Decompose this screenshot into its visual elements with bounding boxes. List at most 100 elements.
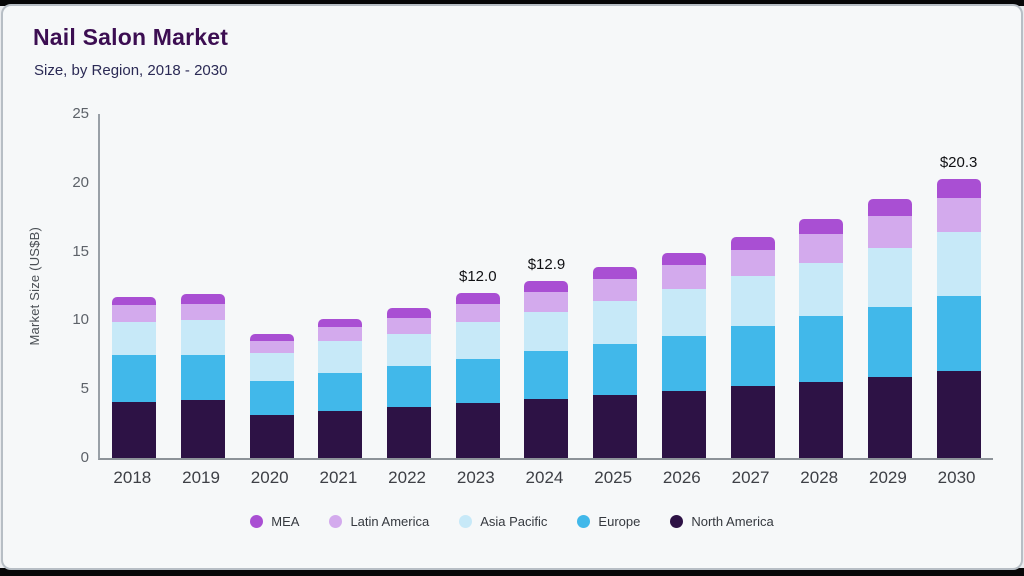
bar-group-2028	[787, 114, 856, 458]
chart-title: Nail Salon Market	[33, 24, 229, 50]
europe-segment	[387, 365, 432, 408]
x-axis-label: 2027	[731, 468, 770, 487]
latin-america-segment	[799, 233, 844, 263]
stacked-bar-2027	[730, 236, 775, 458]
stacked-bar-2030	[936, 178, 981, 458]
mea-segment	[181, 294, 226, 304]
north-america-segment	[593, 394, 638, 458]
latin-america-segment	[318, 327, 363, 342]
stacked-bar-2026	[661, 253, 706, 458]
asia-pacific-segment	[181, 320, 226, 355]
x-axis-label: 2030	[937, 468, 976, 487]
chart-card: Nail Salon Market Size, by Region, 2018 …	[1, 4, 1023, 570]
latin-america-segment	[730, 250, 775, 277]
asia-pacific-segment	[799, 262, 844, 317]
legend-label: Europe	[598, 514, 641, 529]
legend-item-asia-pacific: Asia Pacific	[459, 514, 547, 529]
asia-pacific-segment	[112, 321, 157, 355]
europe-segment	[181, 354, 226, 401]
legend-label: North America	[691, 514, 774, 529]
north-america-segment	[181, 400, 226, 458]
north-america-segment	[661, 390, 706, 458]
asia-pacific-segment	[593, 301, 638, 344]
mea-segment	[112, 297, 157, 306]
legend-item-europe: Europe	[577, 514, 640, 529]
asia-pacific-segment	[387, 334, 432, 366]
europe-segment	[799, 316, 844, 383]
legend-label: MEA	[271, 514, 300, 529]
north-america-segment	[455, 402, 500, 458]
x-axis-label: 2018	[113, 468, 152, 487]
legend-item-north-america: North America	[670, 514, 774, 529]
plot-area: $12.0 $12.9 $20.3	[98, 114, 993, 460]
x-axis-label: 2020	[250, 468, 289, 487]
x-axis-label: 2024	[525, 468, 564, 487]
mea-segment	[936, 178, 981, 198]
mea-segment	[730, 236, 775, 251]
europe-segment	[318, 372, 363, 412]
stacked-bar-2019	[181, 294, 226, 458]
bar-group-2019	[169, 114, 238, 458]
bar-group-2024: $12.9	[512, 114, 581, 458]
x-axis-label: 2029	[868, 468, 907, 487]
europe-segment	[593, 343, 638, 395]
window-edge-top	[0, 0, 1024, 6]
y-axis-tick-label: 20	[72, 173, 89, 191]
mea-segment	[455, 292, 500, 304]
stacked-bar-2028	[799, 218, 844, 458]
y-axis-tick-label: 5	[80, 380, 89, 398]
chart-legend: MEA Latin America Asia Pacific Europe North …	[3, 514, 1021, 529]
mea-segment	[661, 253, 706, 266]
europe-segment	[524, 350, 569, 399]
x-axis-label: 2021	[319, 468, 358, 487]
europe-segment	[455, 358, 500, 403]
asia-pacific-segment	[318, 341, 363, 373]
north-america-segment	[524, 398, 569, 458]
north-america-segment	[867, 376, 912, 458]
x-axis-label: 2028	[800, 468, 839, 487]
chart-subtitle: Size, by Region, 2018 - 2030	[34, 62, 228, 79]
europe-segment	[661, 335, 706, 391]
y-axis-tick-labels: 0 5 10 15 20 25	[43, 105, 89, 466]
x-axis-label: 2019	[182, 468, 220, 487]
legend-swatch-icon	[459, 515, 473, 528]
north-america-segment	[730, 386, 775, 458]
stacked-bar-2023	[455, 292, 500, 458]
legend-label: Asia Pacific	[480, 514, 548, 529]
bar-value-label: $12.9	[527, 255, 566, 273]
mea-segment	[799, 218, 844, 234]
north-america-segment	[387, 407, 432, 458]
asia-pacific-segment	[936, 232, 981, 296]
bar-group-2029	[856, 114, 925, 458]
north-america-segment	[799, 382, 844, 458]
europe-segment	[730, 325, 775, 387]
bar-value-label: $20.3	[939, 153, 978, 171]
stacked-bar-2020	[249, 334, 294, 458]
asia-pacific-segment	[730, 276, 775, 326]
bar-group-2026	[650, 114, 719, 458]
latin-america-segment	[387, 317, 432, 335]
mea-segment	[387, 308, 432, 318]
y-axis-tick-label: 10	[72, 311, 89, 329]
bar-group-2018	[100, 114, 169, 458]
latin-america-segment	[455, 303, 500, 322]
mea-segment	[249, 334, 294, 342]
legend-swatch-icon	[329, 515, 343, 528]
x-axis-label: 2022	[388, 468, 426, 487]
latin-america-segment	[936, 197, 981, 233]
north-america-segment	[112, 401, 157, 458]
bar-group-2021	[306, 114, 375, 458]
legend-label: Latin America	[350, 514, 430, 529]
latin-america-segment	[181, 303, 226, 321]
y-axis-tick-label: 0	[80, 449, 89, 466]
europe-segment	[936, 295, 981, 372]
stacked-bar-2025	[593, 266, 638, 458]
mea-segment	[318, 319, 363, 328]
europe-segment	[867, 306, 912, 377]
stacked-bar-2024	[524, 280, 569, 458]
latin-america-segment	[867, 215, 912, 248]
stacked-bar-2029	[867, 199, 912, 458]
y-axis-tick-label: 25	[72, 105, 89, 122]
window-edge-bottom	[0, 568, 1024, 576]
north-america-segment	[249, 415, 294, 458]
